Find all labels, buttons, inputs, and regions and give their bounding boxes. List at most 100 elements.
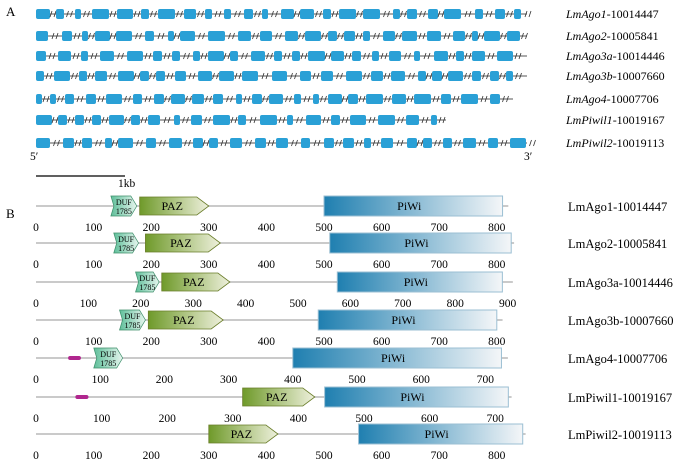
gene-row: LmPiwil2-10019113 [36, 136, 664, 150]
exon [348, 94, 358, 104]
intron-break-mark [95, 139, 102, 147]
exon [36, 94, 42, 104]
exon [146, 138, 156, 148]
tick-label: 400 [258, 336, 276, 348]
intron-break-mark [404, 52, 411, 60]
exon [58, 115, 67, 125]
intron-break-mark [71, 72, 78, 80]
exon [75, 9, 81, 19]
protein-row: PiWi PAZ 0 100 200 300 400 500 600 700 800 LmPiwil2… [33, 423, 672, 462]
exon [82, 138, 92, 148]
intron-break-mark [336, 72, 343, 80]
duf-domain-label: DUF [139, 274, 156, 283]
intron-break-mark [521, 32, 528, 40]
exon [324, 138, 334, 148]
intron-break-mark [230, 116, 238, 124]
tick-label: 500 [289, 298, 307, 310]
exon [191, 115, 202, 125]
exon [198, 71, 212, 81]
intron-break-mark [51, 32, 59, 40]
exon [431, 115, 437, 125]
piwi-domain-label: PiWi [425, 427, 450, 441]
paz-domain-label: PAZ [266, 390, 288, 404]
exon [95, 31, 110, 41]
intron-break-mark [88, 32, 95, 40]
exon [118, 71, 134, 81]
tick-label: 100 [92, 374, 110, 386]
piwi-domain [324, 386, 509, 408]
protein-label: LmAgo1-10014447 [568, 200, 667, 214]
exon [209, 138, 218, 148]
intron-break-mark [267, 139, 275, 147]
exon [506, 71, 513, 81]
tick-label: 0 [33, 222, 39, 234]
intron-break-mark [220, 139, 228, 147]
tick-label: 100 [93, 413, 111, 425]
exon [86, 94, 96, 104]
exon [432, 71, 442, 81]
tick-label: 100 [85, 222, 103, 234]
intron-break-mark [101, 116, 109, 124]
piwi-domain-label: PiWi [397, 199, 422, 213]
exon [514, 9, 521, 19]
tick-label: 500 [355, 413, 373, 425]
exon [141, 9, 149, 19]
intron-break-mark [197, 10, 204, 18]
intron-break-mark [234, 10, 241, 18]
exon [328, 94, 342, 104]
intron-break-mark [477, 32, 485, 40]
tick-label: 100 [85, 259, 103, 271]
tick-label: 400 [284, 374, 302, 386]
duf-domain-label: 1785 [124, 321, 140, 330]
intron-break-mark [383, 10, 390, 18]
intron-break-mark [254, 10, 261, 18]
intron-break-mark [480, 95, 488, 103]
intron-break-mark [487, 52, 495, 60]
piwi-domain-label: PiWi [404, 275, 429, 289]
tick-label: 600 [413, 374, 431, 386]
tick-label: 400 [237, 298, 255, 310]
intron-break-mark [384, 95, 391, 103]
intron-break-mark [72, 52, 80, 60]
exon [313, 94, 319, 104]
exon [100, 51, 114, 61]
duf1785-domain [135, 271, 160, 293]
exon [106, 94, 122, 104]
intron-break-mark [200, 52, 208, 60]
intron-break-mark [182, 116, 189, 124]
piwi-domain-label: PiWi [400, 390, 425, 404]
intron-break-mark [524, 10, 532, 18]
tick-label: 700 [431, 336, 449, 348]
tick-label: 800 [488, 222, 506, 234]
intron-break-mark [529, 139, 536, 147]
intron-break-mark [358, 95, 366, 103]
protein-row: PiWi PAZ 0 100 200 300 400 500 600 700 LmPiwil1-10… [33, 386, 672, 425]
exon [172, 51, 180, 61]
intron-break-mark [205, 95, 212, 103]
tick-label: 100 [80, 298, 98, 310]
intron-break-mark [49, 10, 57, 18]
intron-break-mark [293, 10, 301, 18]
intron-break-mark [356, 10, 363, 18]
exon [184, 9, 196, 19]
exon [193, 138, 203, 148]
intron-break-mark [74, 139, 82, 147]
exon [448, 71, 463, 81]
exon [364, 138, 371, 148]
tick-label: 500 [315, 222, 333, 234]
exon [213, 115, 230, 125]
exon [434, 51, 448, 61]
intron-break-mark [438, 116, 446, 124]
tick-label: 300 [200, 222, 218, 234]
tick-label: 600 [342, 298, 360, 310]
exon [444, 9, 461, 19]
tick-label: 600 [373, 450, 391, 462]
intron-break-mark [67, 116, 75, 124]
tick-label: 300 [185, 298, 203, 310]
exon [300, 71, 311, 81]
intron-break-mark [500, 139, 508, 147]
intron-break-mark [324, 52, 332, 60]
piwi-domain-label: PiWi [391, 313, 416, 327]
exon [56, 9, 64, 19]
